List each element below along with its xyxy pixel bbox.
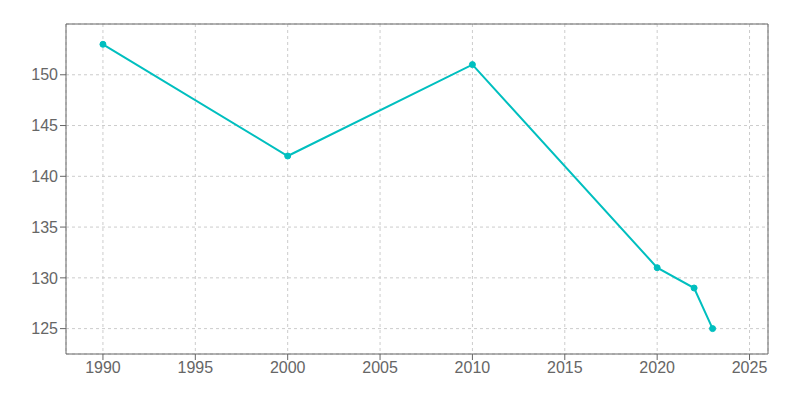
svg-text:125: 125 xyxy=(31,320,58,337)
svg-text:2015: 2015 xyxy=(547,359,583,376)
svg-text:2000: 2000 xyxy=(270,359,306,376)
svg-text:140: 140 xyxy=(31,168,58,185)
svg-text:2005: 2005 xyxy=(362,359,398,376)
svg-text:145: 145 xyxy=(31,117,58,134)
svg-text:1995: 1995 xyxy=(178,359,214,376)
svg-text:1990: 1990 xyxy=(85,359,121,376)
svg-text:2010: 2010 xyxy=(455,359,491,376)
svg-text:130: 130 xyxy=(31,270,58,287)
svg-text:2020: 2020 xyxy=(639,359,675,376)
svg-text:150: 150 xyxy=(31,66,58,83)
svg-text:135: 135 xyxy=(31,219,58,236)
svg-text:2025: 2025 xyxy=(732,359,768,376)
